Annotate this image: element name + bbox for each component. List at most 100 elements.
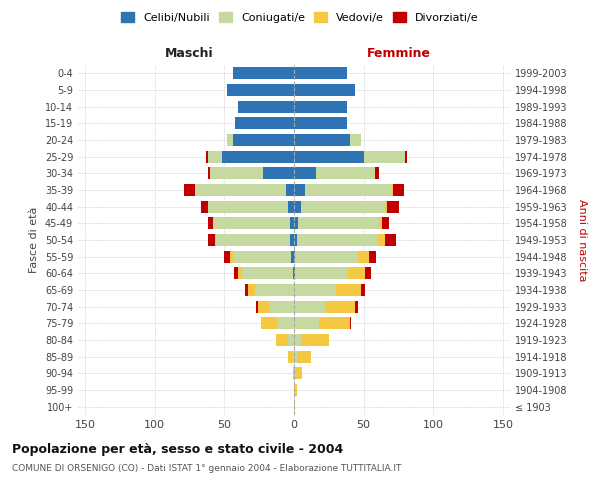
- Bar: [235, 118, 294, 130]
- Bar: [208, 200, 289, 212]
- Bar: [195, 184, 286, 196]
- Bar: [294, 100, 347, 112]
- Bar: [233, 134, 294, 146]
- Bar: [234, 268, 238, 280]
- Bar: [365, 268, 371, 280]
- Bar: [215, 234, 216, 246]
- Bar: [349, 268, 365, 280]
- Bar: [294, 268, 295, 280]
- Bar: [295, 368, 302, 380]
- Bar: [379, 218, 382, 230]
- Bar: [277, 318, 294, 330]
- Bar: [256, 300, 258, 312]
- Bar: [297, 350, 311, 362]
- Bar: [294, 118, 347, 130]
- Bar: [206, 150, 208, 162]
- Bar: [290, 234, 294, 246]
- Bar: [242, 268, 293, 280]
- Text: COMUNE DI ORSENIGO (CO) - Dati ISTAT 1° gennaio 2004 - Elaborazione TUTTITALIA.I: COMUNE DI ORSENIGO (CO) - Dati ISTAT 1° …: [12, 464, 401, 473]
- Bar: [325, 300, 355, 312]
- Bar: [233, 250, 291, 262]
- Bar: [290, 218, 294, 230]
- Bar: [355, 300, 358, 312]
- Bar: [238, 100, 294, 112]
- Bar: [184, 184, 195, 196]
- Bar: [294, 218, 298, 230]
- Bar: [248, 284, 255, 296]
- Bar: [377, 234, 385, 246]
- Bar: [293, 368, 294, 380]
- Legend: Celibi/Nubili, Coniugati/e, Vedovi/e, Divorziati/e: Celibi/Nubili, Coniugati/e, Vedovi/e, Di…: [117, 8, 483, 28]
- Bar: [336, 284, 361, 296]
- Bar: [375, 168, 379, 179]
- Bar: [289, 334, 294, 346]
- Bar: [358, 250, 369, 262]
- Bar: [211, 168, 263, 179]
- Bar: [305, 184, 392, 196]
- Bar: [319, 318, 350, 330]
- Bar: [238, 268, 242, 280]
- Bar: [258, 300, 269, 312]
- Bar: [392, 184, 393, 196]
- Bar: [298, 218, 379, 230]
- Bar: [233, 68, 294, 80]
- Bar: [216, 234, 290, 246]
- Bar: [297, 234, 377, 246]
- Bar: [294, 250, 295, 262]
- Bar: [385, 234, 396, 246]
- Bar: [276, 334, 289, 346]
- Bar: [294, 318, 319, 330]
- Bar: [294, 84, 355, 96]
- Bar: [388, 200, 398, 212]
- Bar: [294, 68, 347, 80]
- Bar: [227, 84, 294, 96]
- Bar: [289, 200, 294, 212]
- Bar: [294, 300, 325, 312]
- Bar: [208, 168, 211, 179]
- Bar: [227, 134, 233, 146]
- Bar: [301, 334, 329, 346]
- Bar: [200, 200, 208, 212]
- Bar: [369, 250, 376, 262]
- Bar: [301, 200, 385, 212]
- Bar: [255, 284, 294, 296]
- Text: Femmine: Femmine: [367, 47, 431, 60]
- Bar: [294, 168, 316, 179]
- Bar: [208, 218, 213, 230]
- Bar: [350, 134, 361, 146]
- Bar: [224, 250, 230, 262]
- Bar: [260, 318, 277, 330]
- Bar: [294, 350, 297, 362]
- Bar: [294, 368, 295, 380]
- Bar: [385, 200, 388, 212]
- Bar: [295, 250, 358, 262]
- Bar: [230, 250, 233, 262]
- Bar: [289, 350, 293, 362]
- Bar: [294, 284, 336, 296]
- Bar: [291, 250, 294, 262]
- Bar: [294, 134, 350, 146]
- Bar: [293, 350, 294, 362]
- Bar: [213, 218, 290, 230]
- Bar: [393, 184, 404, 196]
- Bar: [350, 318, 351, 330]
- Bar: [382, 218, 389, 230]
- Bar: [286, 184, 294, 196]
- Bar: [294, 184, 305, 196]
- Bar: [208, 234, 215, 246]
- Y-axis label: Anni di nascita: Anni di nascita: [577, 198, 587, 281]
- Bar: [245, 284, 248, 296]
- Bar: [294, 234, 297, 246]
- Bar: [293, 268, 294, 280]
- Bar: [294, 150, 364, 162]
- Bar: [316, 168, 375, 179]
- Bar: [361, 284, 365, 296]
- Bar: [263, 168, 294, 179]
- Bar: [294, 400, 295, 412]
- Bar: [294, 334, 301, 346]
- Y-axis label: Fasce di età: Fasce di età: [29, 207, 39, 273]
- Text: Maschi: Maschi: [165, 47, 214, 60]
- Bar: [294, 200, 301, 212]
- Bar: [295, 268, 349, 280]
- Bar: [406, 150, 407, 162]
